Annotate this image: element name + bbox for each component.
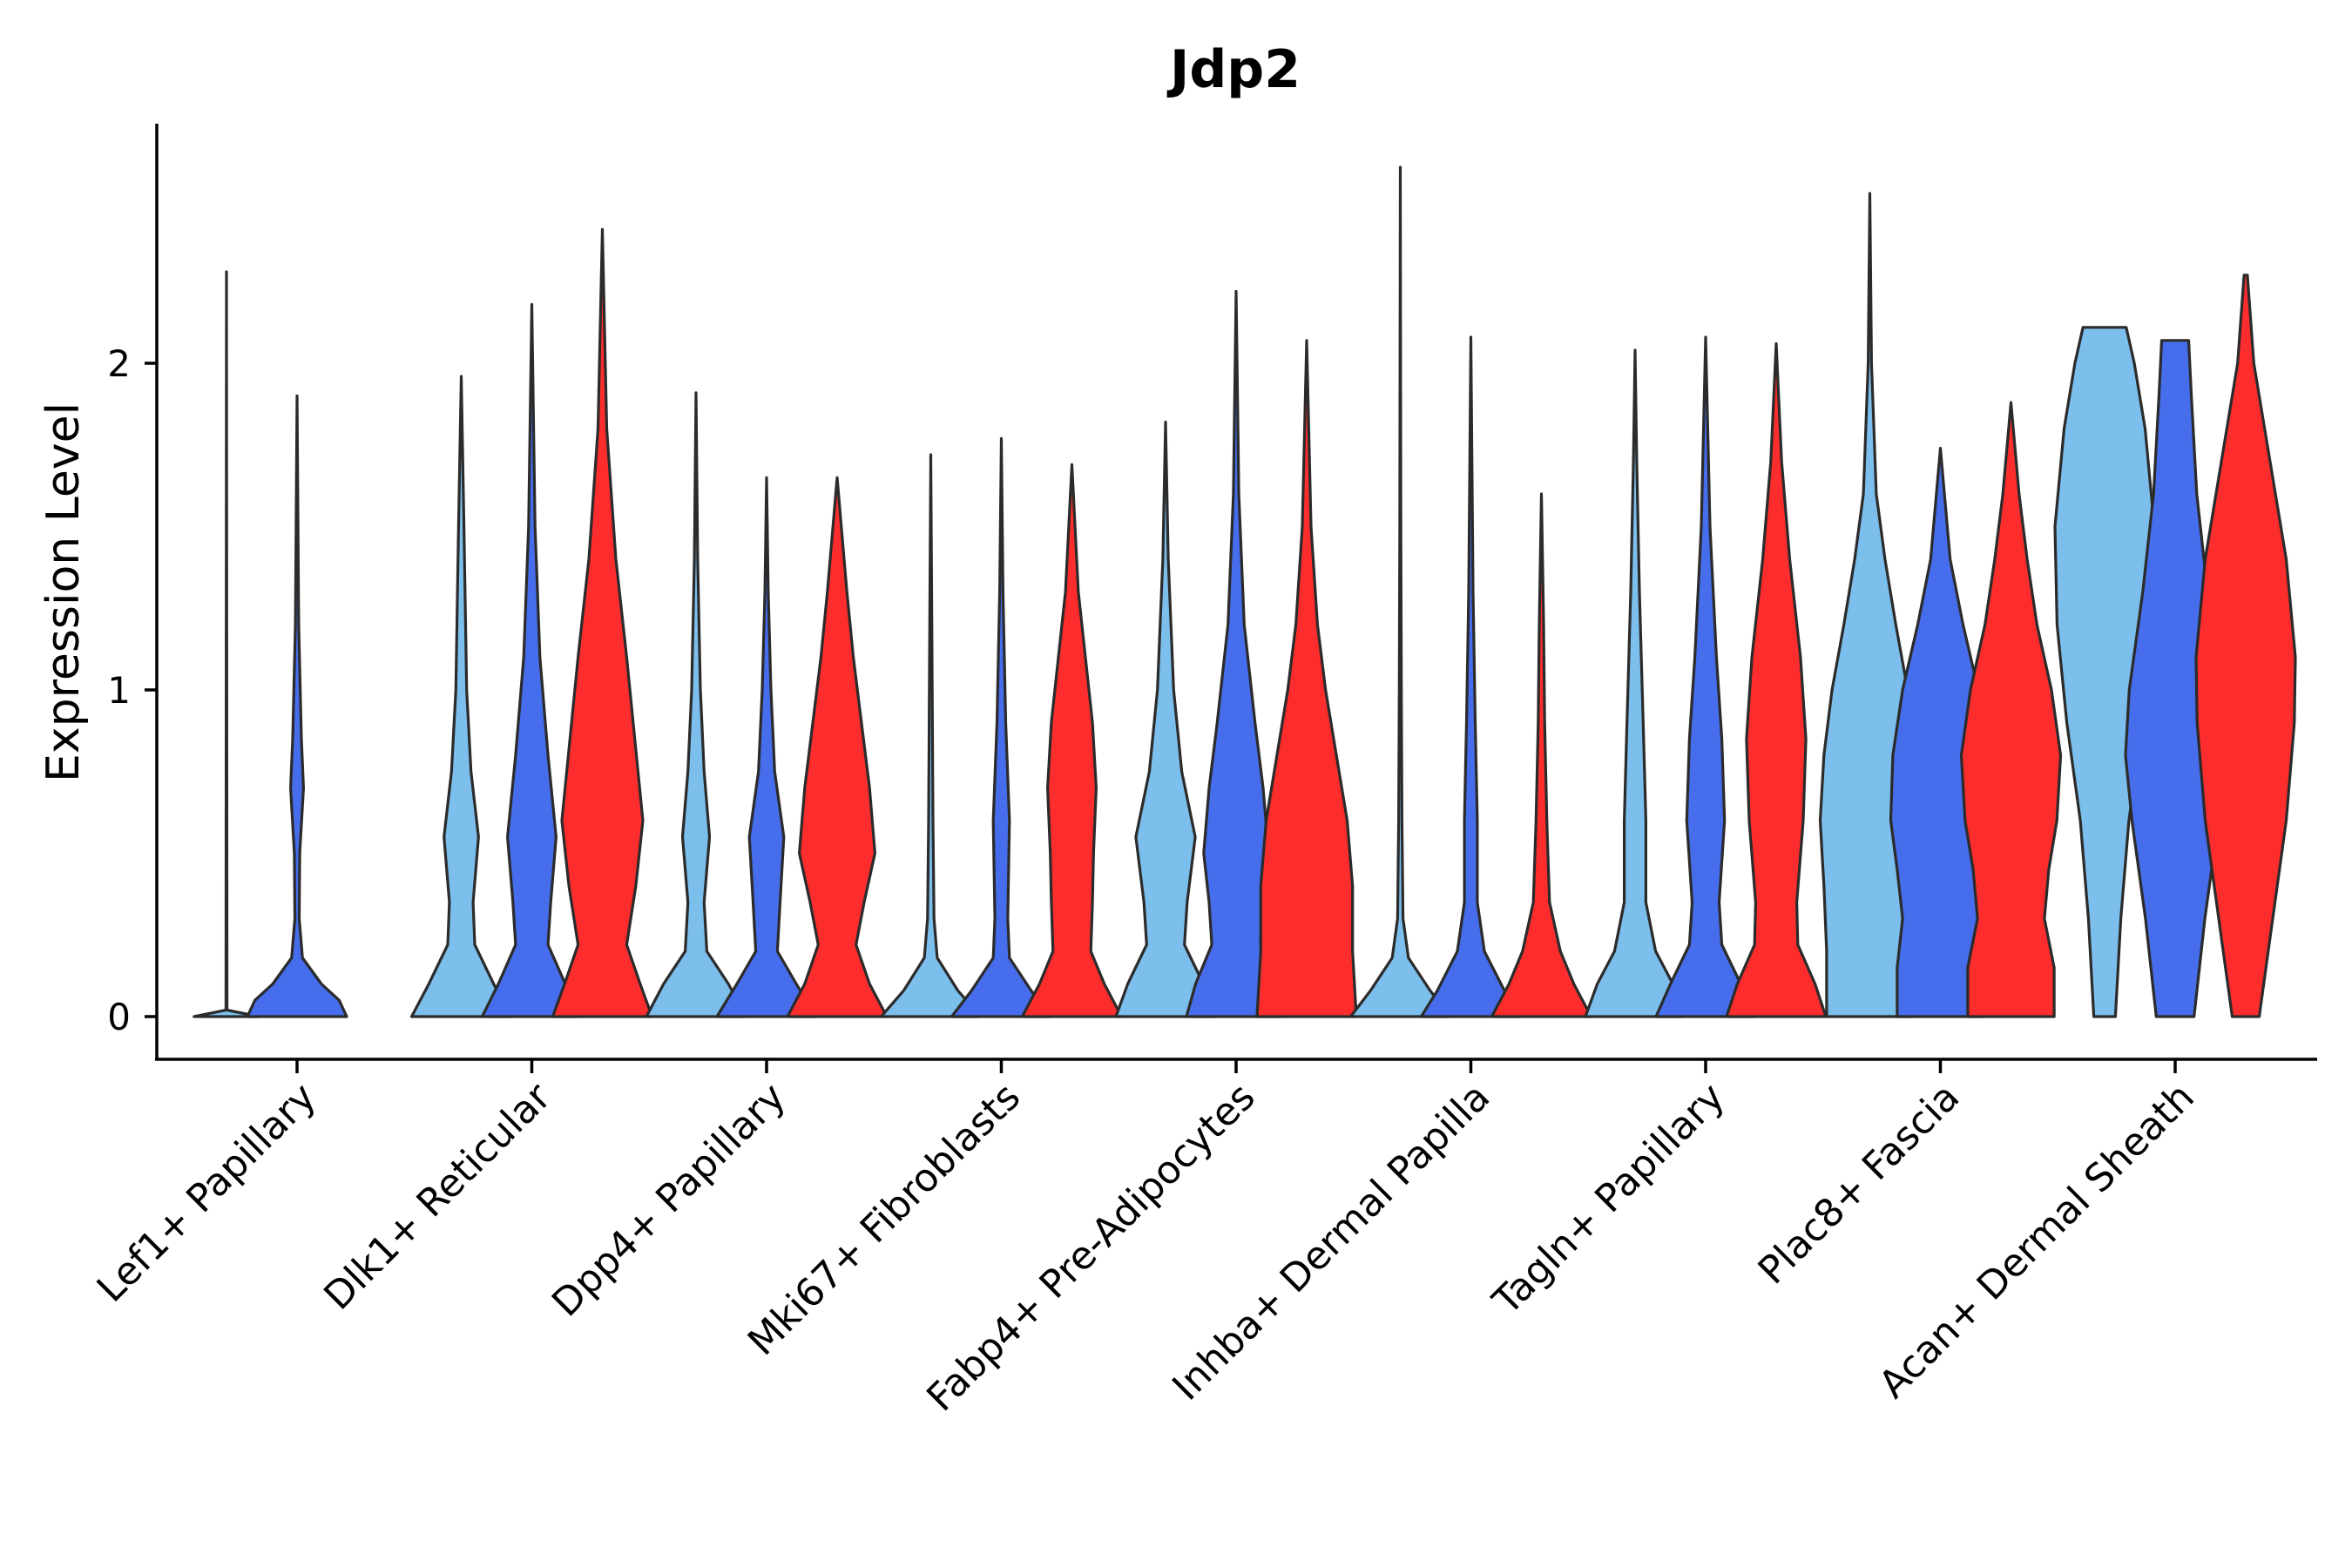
violin-tagln-papillary-group-a xyxy=(1584,348,1686,1018)
x-tick-label: Dlk1+ Reticular xyxy=(315,1074,560,1319)
x-tick-label: Plac8+ Fascia xyxy=(1750,1075,1969,1294)
violin-plac8-fascia-group-c xyxy=(1959,401,2063,1018)
y-axis-label: Expression Level xyxy=(37,402,90,782)
violin-tagln-papillary-group-b xyxy=(1654,335,1757,1018)
chart-title: Jdp2 xyxy=(1166,39,1301,100)
violin-fabp4-pre-adipocytes-group-c xyxy=(1255,339,1358,1018)
violin-inhba-dermal-papilla-group-c xyxy=(1490,492,1593,1018)
violin-dpp4-papillary-group-a xyxy=(645,391,747,1018)
violin-tagln-papillary-group-c xyxy=(1725,341,1828,1018)
violin-inhba-dermal-papilla-group-b xyxy=(1419,335,1523,1018)
violin-dpp4-papillary-group-c xyxy=(786,476,889,1018)
x-tick-label: Tagln+ Papillary xyxy=(1484,1075,1734,1324)
x-tick-label: Dpp4+ Papillary xyxy=(544,1075,794,1326)
y-tick-label: 1 xyxy=(107,669,131,712)
violin-dlk1-reticular-group-a xyxy=(409,375,513,1018)
violin-dlk1-reticular-group-c xyxy=(551,227,654,1018)
violin-lef1-papillary-group-a xyxy=(193,270,260,1018)
violin-fabp4-pre-adipocytes-group-a xyxy=(1114,420,1217,1018)
y-tick-label: 2 xyxy=(107,342,131,385)
violin-acan-dermal-sheath-group-c xyxy=(2194,274,2297,1018)
violin-lef1-papillary-group-b xyxy=(246,394,348,1018)
violin-layer xyxy=(193,166,2297,1018)
violin-mki67-fibroblasts-group-a xyxy=(879,453,983,1018)
y-ticks: 0 1 2 xyxy=(107,342,157,1038)
violin-dlk1-reticular-group-b xyxy=(480,302,584,1018)
violin-inhba-dermal-papilla-group-a xyxy=(1348,166,1452,1018)
y-tick-label: 0 xyxy=(107,996,131,1038)
violin-dpp4-papillary-group-b xyxy=(715,476,818,1018)
x-tick-label: Lef1+ Papillary xyxy=(89,1075,325,1311)
violin-mki67-fibroblasts-group-b xyxy=(950,436,1053,1018)
violin-mki67-fibroblasts-group-c xyxy=(1020,463,1124,1018)
